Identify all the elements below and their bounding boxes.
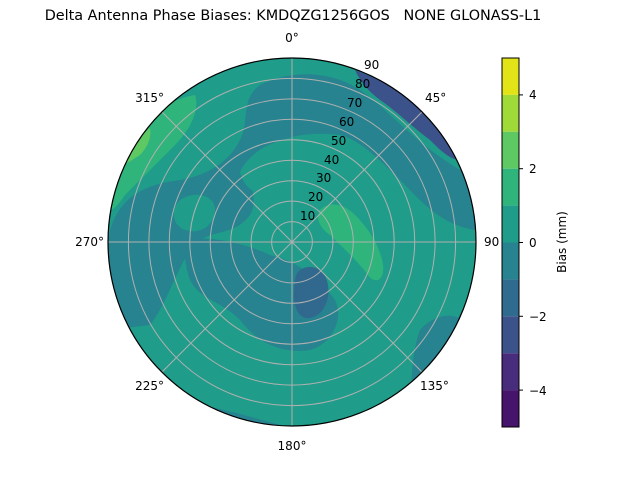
svg-text:30: 30 bbox=[316, 171, 331, 185]
svg-text:45°: 45° bbox=[425, 91, 446, 105]
svg-text:4: 4 bbox=[529, 88, 537, 102]
svg-text:−4: −4 bbox=[529, 384, 547, 398]
svg-text:10: 10 bbox=[300, 209, 315, 223]
polar-frame bbox=[107, 57, 477, 427]
svg-text:270°: 270° bbox=[75, 235, 104, 249]
colorbar: 4 2 0 −2 −4 Bias (mm) bbox=[501, 57, 569, 428]
svg-text:−2: −2 bbox=[529, 310, 547, 324]
svg-text:70: 70 bbox=[347, 96, 362, 110]
svg-text:60: 60 bbox=[339, 115, 354, 129]
svg-text:50: 50 bbox=[331, 134, 346, 148]
svg-text:40: 40 bbox=[324, 153, 339, 167]
colorbar-tick-labels: 4 2 0 −2 −4 bbox=[529, 88, 547, 398]
svg-text:0°: 0° bbox=[285, 31, 299, 45]
colorbar-label: Bias (mm) bbox=[555, 211, 569, 273]
theta-tick-labels: 0° 45° 90 135° 180° 225° 270° 315° bbox=[75, 31, 499, 453]
svg-text:80: 80 bbox=[355, 77, 370, 91]
r-tick-labels: 10 20 30 40 50 60 70 80 90 bbox=[300, 58, 379, 223]
chart-title: Delta Antenna Phase Biases: KMDQZG1256GO… bbox=[44, 8, 542, 24]
svg-text:90: 90 bbox=[364, 58, 379, 72]
svg-text:90: 90 bbox=[484, 235, 499, 249]
svg-text:180°: 180° bbox=[278, 439, 307, 453]
svg-text:2: 2 bbox=[529, 162, 537, 176]
svg-text:0: 0 bbox=[529, 236, 537, 250]
svg-text:225°: 225° bbox=[135, 379, 164, 393]
grid-spokes bbox=[108, 58, 476, 426]
svg-text:20: 20 bbox=[308, 190, 323, 204]
svg-text:135°: 135° bbox=[420, 379, 449, 393]
svg-text:315°: 315° bbox=[135, 91, 164, 105]
